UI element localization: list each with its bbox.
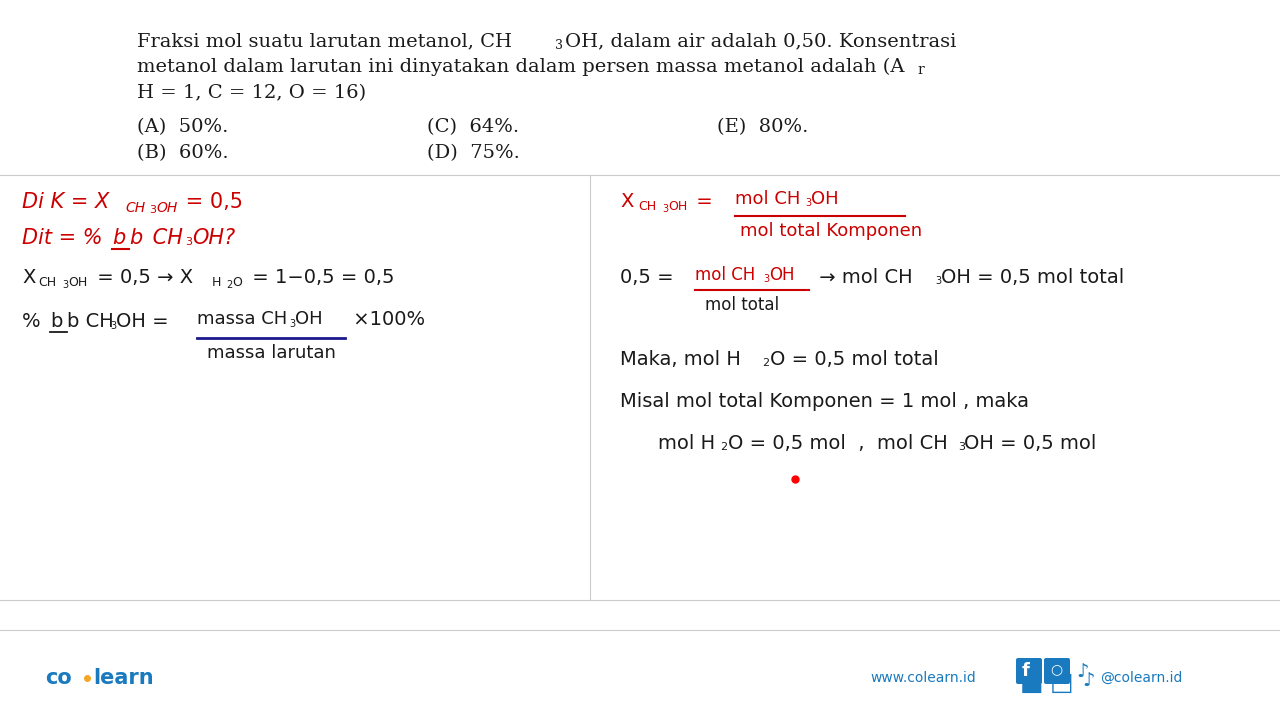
Text: 3: 3 (934, 276, 941, 286)
Text: Fraksi mol suatu larutan metanol, CH: Fraksi mol suatu larutan metanol, CH (137, 32, 512, 50)
Text: OH: OH (294, 310, 323, 328)
Text: CH: CH (125, 201, 145, 215)
Text: mol total Komponen: mol total Komponen (740, 222, 922, 240)
Text: O = 0,5 mol  ,  mol CH: O = 0,5 mol , mol CH (728, 434, 947, 453)
Text: Maka, mol H: Maka, mol H (620, 350, 741, 369)
Text: mol CH: mol CH (735, 190, 800, 208)
FancyBboxPatch shape (1016, 658, 1042, 684)
Text: 3: 3 (662, 204, 668, 214)
Text: 2: 2 (719, 442, 727, 452)
Text: co: co (45, 668, 72, 688)
Text: OH: OH (769, 266, 795, 284)
Text: 2: 2 (762, 358, 769, 368)
Text: 3: 3 (556, 39, 563, 52)
Text: b: b (129, 228, 142, 248)
Text: metanol dalam larutan ini dinyatakan dalam persen massa metanol adalah (A: metanol dalam larutan ini dinyatakan dal… (137, 58, 905, 76)
Text: mol H: mol H (658, 434, 716, 453)
Text: (C)  64%.: (C) 64%. (428, 118, 520, 136)
Text: H = 1, C = 12, O = 16): H = 1, C = 12, O = 16) (137, 84, 366, 102)
Text: learn: learn (93, 668, 154, 688)
Text: f: f (1021, 662, 1030, 680)
Text: OH?: OH? (192, 228, 236, 248)
Text: = 0,5: = 0,5 (179, 192, 243, 212)
Text: @colearn.id: @colearn.id (1100, 671, 1183, 685)
Text: (A)  50%.: (A) 50%. (137, 118, 228, 136)
Text: Di K = X: Di K = X (22, 192, 109, 212)
Text: 0,5 =: 0,5 = (620, 268, 680, 287)
Text: www.colearn.id: www.colearn.id (870, 671, 975, 685)
Text: 2: 2 (227, 280, 232, 290)
Text: mol CH: mol CH (695, 266, 755, 284)
Text: b: b (50, 312, 63, 331)
Text: massa CH: massa CH (197, 310, 287, 328)
Text: (E)  80%.: (E) 80%. (717, 118, 809, 136)
Text: ■: ■ (1020, 671, 1043, 695)
Text: b CH: b CH (67, 312, 114, 331)
Text: ×100%: ×100% (347, 310, 425, 329)
Text: O = 0,5 mol total: O = 0,5 mol total (771, 350, 938, 369)
Text: %: % (22, 312, 47, 331)
Text: =: = (690, 192, 719, 211)
Text: X: X (620, 192, 634, 211)
Text: Misal mol total Komponen = 1 mol , maka: Misal mol total Komponen = 1 mol , maka (620, 392, 1029, 411)
Text: □: □ (1050, 671, 1074, 695)
Text: H: H (212, 276, 221, 289)
Text: massa larutan: massa larutan (207, 344, 335, 362)
Text: OH = 0,5 mol: OH = 0,5 mol (964, 434, 1097, 453)
Text: 3: 3 (110, 321, 116, 331)
FancyBboxPatch shape (1044, 658, 1070, 684)
Text: r: r (916, 63, 924, 77)
Text: (D)  75%.: (D) 75%. (428, 144, 520, 162)
Text: = 1−0,5 = 0,5: = 1−0,5 = 0,5 (246, 268, 394, 287)
Text: 3: 3 (148, 205, 156, 215)
Text: 3: 3 (289, 319, 296, 329)
Text: O: O (232, 276, 242, 289)
Text: OH: OH (68, 276, 87, 289)
Text: OH: OH (812, 190, 838, 208)
Text: X: X (22, 268, 36, 287)
Text: mol total: mol total (705, 296, 780, 314)
Text: 3: 3 (763, 274, 769, 284)
Text: ○: ○ (1050, 662, 1062, 676)
Text: OH = 0,5 mol total: OH = 0,5 mol total (941, 268, 1124, 287)
Text: 3: 3 (61, 280, 68, 290)
Text: 3: 3 (186, 237, 192, 247)
Text: ♪: ♪ (1082, 671, 1094, 690)
Text: ♪: ♪ (1076, 662, 1088, 681)
Text: CH: CH (637, 200, 657, 213)
Text: b: b (113, 228, 125, 248)
Text: OH: OH (156, 201, 177, 215)
Text: = 0,5 → X: = 0,5 → X (91, 268, 193, 287)
Text: (B)  60%.: (B) 60%. (137, 144, 229, 162)
Text: CH: CH (146, 228, 183, 248)
Text: OH =: OH = (116, 312, 175, 331)
Text: 3: 3 (805, 198, 812, 208)
Text: → mol CH: → mol CH (813, 268, 913, 287)
Text: OH: OH (668, 200, 687, 213)
Text: Dit = %: Dit = % (22, 228, 109, 248)
Text: OH, dalam air adalah 0,50. Konsentrasi: OH, dalam air adalah 0,50. Konsentrasi (564, 32, 956, 50)
Text: 3: 3 (957, 442, 965, 452)
Text: CH: CH (38, 276, 56, 289)
